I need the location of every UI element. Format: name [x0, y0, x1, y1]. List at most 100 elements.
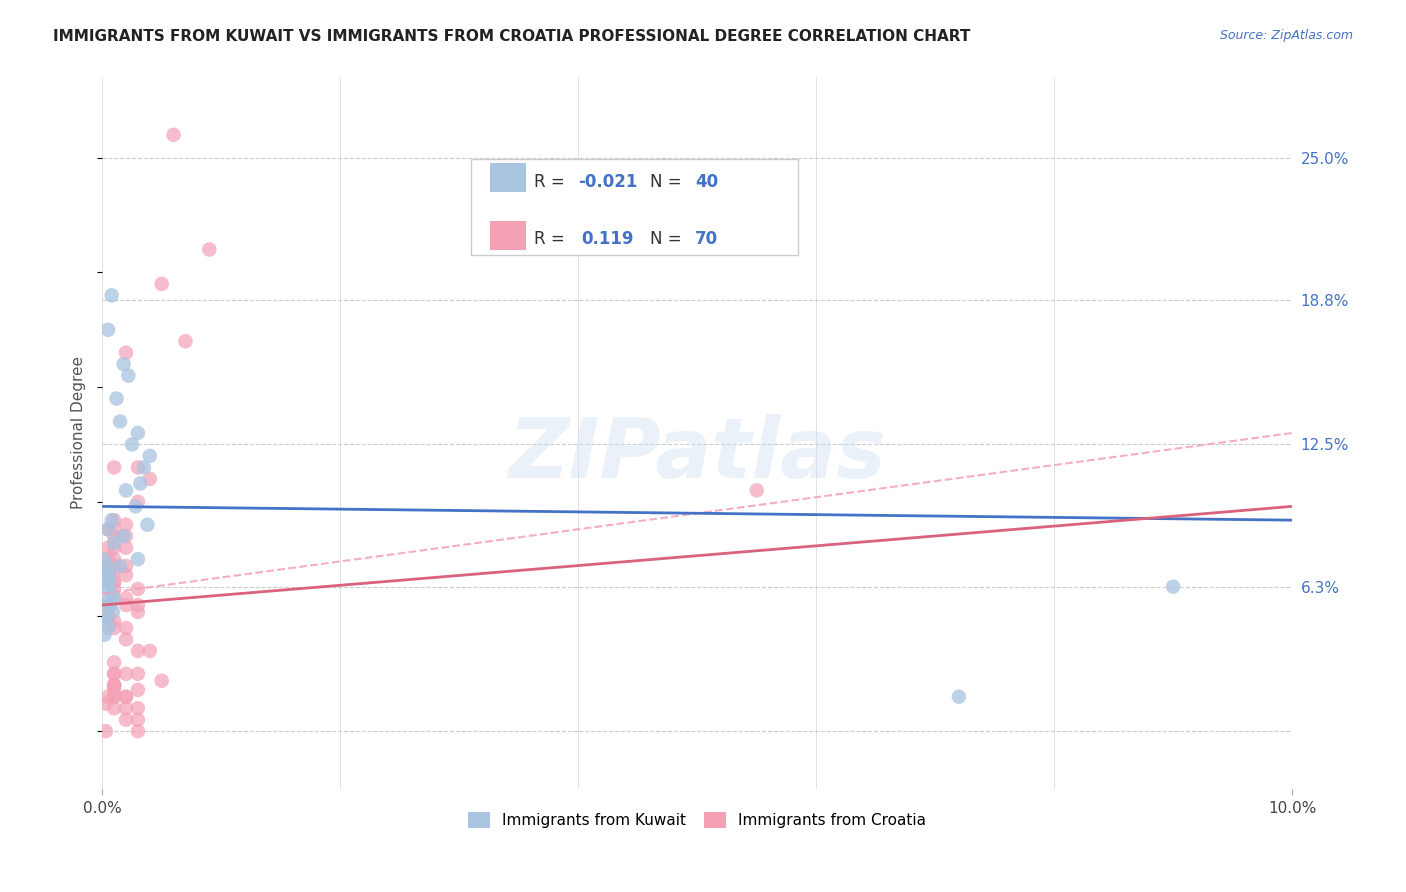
Point — [103, 582, 125, 596]
Point — [103, 701, 125, 715]
Point — [127, 552, 149, 566]
Point — [97, 609, 120, 624]
Point — [745, 483, 768, 498]
Point — [101, 605, 124, 619]
Text: Source: ZipAtlas.com: Source: ZipAtlas.com — [1219, 29, 1353, 42]
Point — [127, 724, 149, 739]
Point — [127, 644, 149, 658]
Point — [97, 552, 120, 566]
Point — [105, 392, 128, 406]
Point — [103, 513, 125, 527]
Point — [127, 682, 149, 697]
Point — [103, 575, 125, 590]
Point — [97, 621, 120, 635]
Point — [94, 598, 117, 612]
Point — [115, 666, 138, 681]
Point — [115, 690, 138, 704]
Point — [115, 483, 138, 498]
Y-axis label: Professional Degree: Professional Degree — [72, 357, 86, 509]
Point — [103, 682, 125, 697]
Point — [103, 591, 125, 606]
Point — [97, 609, 120, 624]
Point — [127, 495, 149, 509]
Text: -0.021: -0.021 — [578, 173, 637, 191]
Point — [97, 568, 120, 582]
Point — [1161, 580, 1184, 594]
Text: 40: 40 — [695, 173, 718, 191]
Point — [97, 522, 120, 536]
Point — [129, 476, 152, 491]
Point — [97, 541, 120, 555]
Point — [97, 323, 120, 337]
Point — [174, 334, 197, 349]
Point — [948, 690, 970, 704]
Point — [103, 541, 125, 555]
Point — [103, 529, 125, 543]
Point — [112, 529, 135, 543]
Point — [115, 541, 138, 555]
Point — [94, 724, 117, 739]
Point — [103, 656, 125, 670]
Point — [162, 128, 184, 142]
Point — [115, 598, 138, 612]
Point — [103, 536, 125, 550]
Point — [100, 288, 122, 302]
Point — [100, 513, 122, 527]
Point — [98, 575, 121, 590]
Point — [150, 673, 173, 688]
Point — [103, 666, 125, 681]
Point — [103, 690, 125, 704]
Text: IMMIGRANTS FROM KUWAIT VS IMMIGRANTS FROM CROATIA PROFESSIONAL DEGREE CORRELATIO: IMMIGRANTS FROM KUWAIT VS IMMIGRANTS FRO… — [53, 29, 970, 44]
Point — [96, 559, 118, 574]
Text: 70: 70 — [695, 230, 718, 248]
Point — [103, 460, 125, 475]
Point — [93, 568, 115, 582]
Point — [139, 644, 162, 658]
Point — [98, 568, 121, 582]
Point — [94, 564, 117, 578]
Point — [115, 517, 138, 532]
FancyBboxPatch shape — [491, 163, 526, 192]
Point — [103, 678, 125, 692]
Text: 0.119: 0.119 — [582, 230, 634, 248]
Point — [127, 598, 149, 612]
Point — [97, 598, 120, 612]
Text: N =: N = — [650, 173, 686, 191]
Point — [115, 529, 138, 543]
Point — [115, 345, 138, 359]
Point — [124, 500, 146, 514]
Point — [127, 701, 149, 715]
Point — [127, 605, 149, 619]
FancyBboxPatch shape — [471, 159, 799, 255]
Point — [103, 614, 125, 628]
Point — [93, 609, 115, 624]
Point — [93, 552, 115, 566]
Point — [103, 564, 125, 578]
Point — [103, 552, 125, 566]
Text: ZIPatlas: ZIPatlas — [508, 414, 886, 495]
Point — [136, 517, 159, 532]
Point — [103, 690, 125, 704]
Point — [100, 586, 122, 600]
Point — [127, 666, 149, 681]
Point — [97, 568, 120, 582]
Point — [94, 559, 117, 574]
Point — [103, 678, 125, 692]
Point — [94, 614, 117, 628]
Point — [103, 621, 125, 635]
Point — [115, 690, 138, 704]
Point — [139, 449, 162, 463]
Point — [132, 460, 155, 475]
Point — [115, 591, 138, 606]
Point — [93, 591, 115, 606]
Point — [115, 701, 138, 715]
Point — [127, 713, 149, 727]
Point — [103, 591, 125, 606]
Point — [97, 690, 120, 704]
Point — [103, 666, 125, 681]
Point — [115, 713, 138, 727]
FancyBboxPatch shape — [491, 221, 526, 250]
Point — [121, 437, 143, 451]
Point — [115, 568, 138, 582]
Point — [96, 582, 118, 596]
